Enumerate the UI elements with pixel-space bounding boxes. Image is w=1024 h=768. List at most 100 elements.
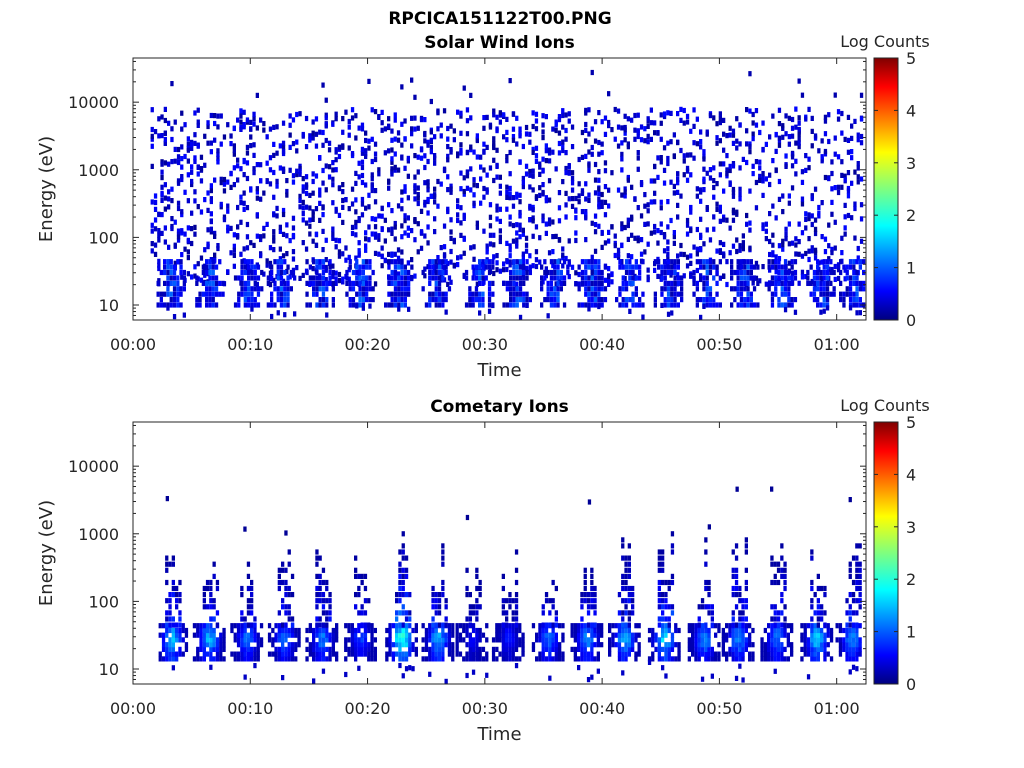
heatmap-cell	[404, 666, 409, 672]
heatmap-cell	[783, 622, 787, 628]
heatmap-cell	[819, 275, 823, 281]
heatmap-cell	[278, 165, 282, 171]
heatmap-cell	[431, 264, 435, 270]
heatmap-cell	[284, 637, 288, 643]
heatmap-cell	[437, 291, 442, 297]
heatmap-cell	[794, 171, 798, 177]
heatmap-cell	[277, 610, 281, 616]
heatmap-cell	[810, 128, 814, 134]
heatmap-cell	[751, 651, 755, 657]
heatmap-cell	[400, 154, 404, 160]
heatmap-cell	[731, 627, 735, 634]
heatmap-cell	[630, 254, 634, 260]
heatmap-cell	[515, 259, 519, 265]
heatmap-cell	[546, 313, 550, 319]
heatmap-cell	[607, 123, 611, 129]
heatmap-cell	[597, 297, 601, 303]
heatmap-cell	[321, 142, 325, 148]
heatmap-cell	[664, 673, 668, 679]
heatmap-cell	[561, 179, 565, 185]
heatmap-cell	[166, 264, 170, 270]
heatmap-cell	[153, 251, 158, 257]
heatmap-cell	[318, 656, 322, 662]
heatmap-cell	[410, 228, 414, 234]
heatmap-cell	[741, 677, 745, 683]
heatmap-cell	[315, 627, 319, 634]
heatmap-cell	[643, 221, 647, 227]
heatmap-cell	[364, 205, 368, 211]
heatmap-cell	[608, 623, 612, 629]
heatmap-cell	[363, 610, 368, 616]
heatmap-cell	[390, 230, 394, 236]
heatmap-cell	[159, 269, 163, 276]
heatmap-cell	[855, 627, 859, 634]
heatmap-cell	[694, 656, 698, 662]
heatmap-cell	[830, 211, 834, 217]
heatmap-cell	[518, 623, 522, 629]
heatmap-cell	[704, 585, 708, 592]
heatmap-cell	[222, 217, 227, 223]
heatmap-cell	[816, 259, 820, 265]
heatmap-cell	[676, 272, 680, 278]
heatmap-cell	[245, 144, 250, 150]
heatmap-cell	[365, 291, 369, 297]
heatmap-cell	[551, 637, 555, 643]
heatmap-cell	[508, 604, 512, 610]
heatmap-cell	[252, 121, 256, 127]
heatmap-cell	[689, 204, 693, 211]
heatmap-cell	[643, 138, 647, 144]
heatmap-cell	[848, 642, 852, 648]
heatmap-cell	[403, 302, 407, 308]
heatmap-cell	[295, 139, 299, 145]
heatmap-cell	[222, 176, 227, 183]
heatmap-cell	[276, 259, 280, 265]
heatmap-cell	[401, 651, 405, 657]
heatmap-cell	[621, 537, 625, 543]
heatmap-cell	[315, 592, 319, 598]
heatmap-cell	[657, 567, 661, 573]
heatmap-cell	[731, 573, 735, 579]
heatmap-cell	[521, 642, 525, 648]
heatmap-cell	[199, 632, 203, 638]
heatmap-cell	[813, 623, 817, 629]
heatmap-cell	[370, 627, 374, 634]
heatmap-cell	[587, 107, 591, 113]
heatmap-cell	[761, 120, 765, 126]
heatmap-cell	[331, 627, 335, 634]
heatmap-cell	[172, 286, 177, 292]
heatmap-cell	[157, 278, 161, 284]
heatmap-cell	[620, 140, 624, 146]
heatmap-cell	[478, 280, 482, 286]
heatmap-cell	[525, 259, 529, 265]
heatmap-cell	[395, 592, 399, 598]
heatmap-cell	[661, 610, 665, 616]
heatmap-cell	[168, 642, 172, 648]
heatmap-cell	[852, 291, 856, 297]
heatmap-cell	[666, 311, 671, 317]
heatmap-cell	[816, 585, 820, 592]
heatmap-cell	[699, 297, 703, 303]
heatmap-cell	[771, 113, 775, 119]
heatmap-cell	[607, 91, 611, 97]
heatmap-cell	[518, 199, 522, 205]
heatmap-cell	[836, 189, 841, 196]
heatmap-cell	[549, 297, 554, 303]
heatmap-cell	[495, 203, 499, 209]
heatmap-cell	[471, 627, 476, 634]
heatmap-cell	[437, 646, 442, 652]
heatmap-cell	[741, 240, 745, 246]
heatmap-cell	[741, 156, 745, 162]
heatmap-cell	[434, 610, 438, 616]
heatmap-cell	[664, 598, 668, 604]
heatmap-cell	[436, 203, 440, 209]
heatmap-cell	[318, 642, 322, 648]
heatmap-cell	[168, 651, 172, 657]
heatmap-cell	[331, 176, 335, 182]
heatmap-cell	[462, 656, 466, 662]
heatmap-cell	[667, 604, 671, 610]
heatmap-cell	[318, 637, 322, 643]
heatmap-cell	[211, 286, 215, 292]
heatmap-cell	[554, 585, 558, 592]
heatmap-cell	[308, 231, 312, 237]
heatmap-cell	[590, 579, 594, 586]
